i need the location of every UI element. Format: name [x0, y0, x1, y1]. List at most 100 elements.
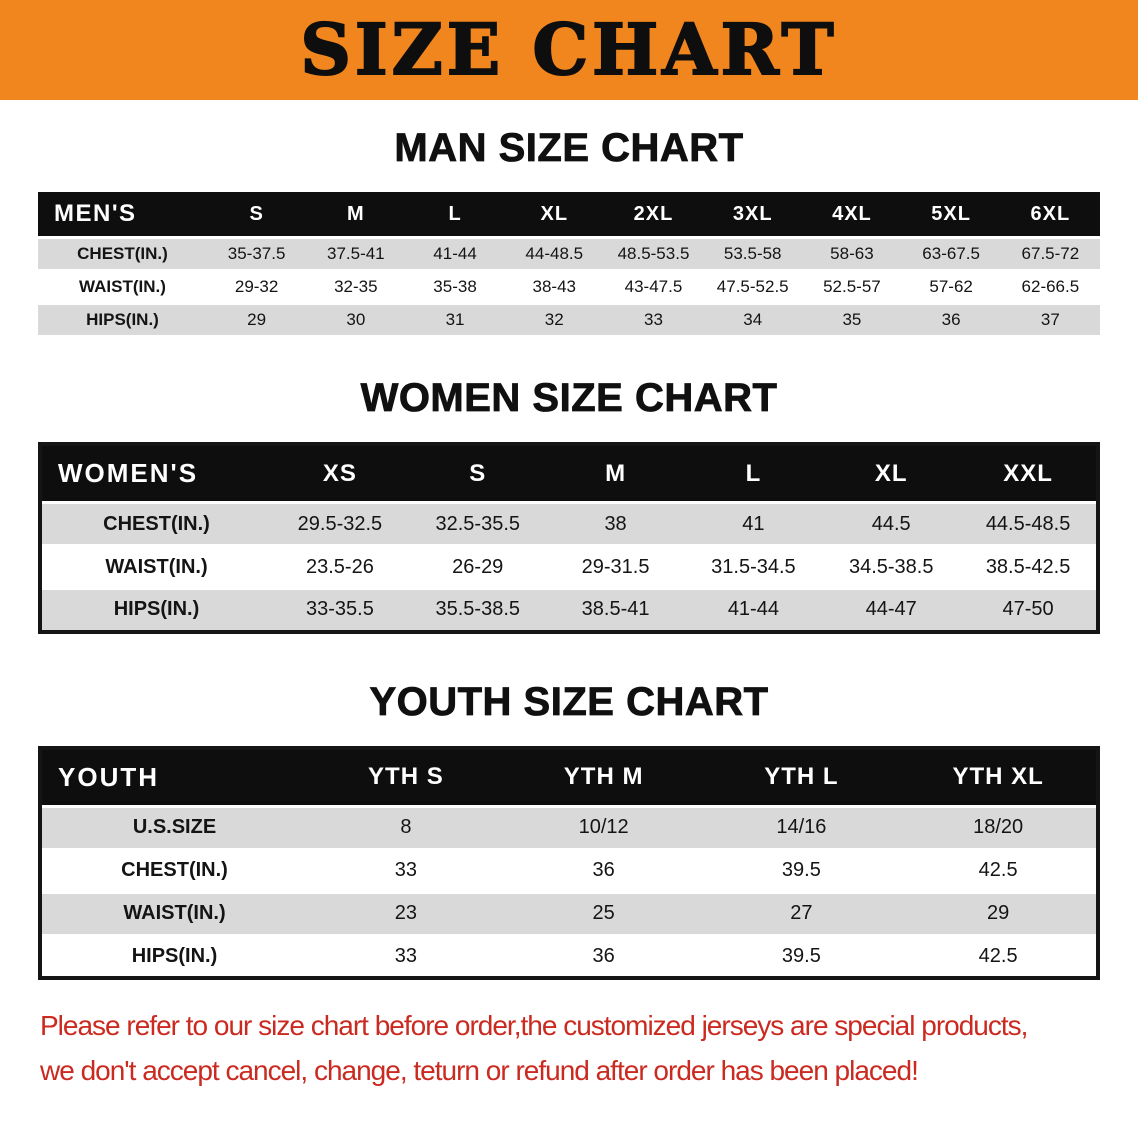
- value-cell: 23.5-26: [305, 555, 374, 578]
- size-header-cell: 3XL: [703, 192, 803, 239]
- women-section-heading: WOMEN SIZE CHART: [360, 376, 778, 421]
- table-header-row: MEN'S S M L XL 2XL 3XL 4XL 5XL 6XL: [38, 192, 1100, 239]
- table-title-cell: WOMEN'S: [40, 444, 271, 504]
- value-cell: 29: [247, 310, 267, 329]
- value-cell: 39.5: [781, 944, 821, 967]
- youth-size-section: YOUTH SIZE CHART YOUTH YTH S YTH M YTH L YTH…: [0, 679, 1138, 980]
- table-header-row: WOMEN'S XS S M L XL XXL: [40, 444, 1098, 504]
- table-title-cell: MEN'S: [38, 192, 207, 239]
- value-cell: 57-62: [929, 277, 973, 296]
- size-header-cell: M: [306, 192, 406, 239]
- size-header-cell: XXL: [960, 444, 1098, 504]
- value-cell: 25: [592, 902, 615, 924]
- value-cell: 38.5-42.5: [985, 555, 1071, 578]
- row-label-cell: HIPS(IN.): [131, 944, 218, 967]
- value-cell: 44.5-48.5: [985, 512, 1071, 535]
- value-cell: 33-35.5: [305, 598, 374, 621]
- value-cell: 41: [742, 512, 765, 535]
- value-cell: 32-35: [334, 277, 378, 296]
- women-size-section: WOMEN SIZE CHART WOMEN'S XS S M L XL XXL CHEST(…: [0, 376, 1138, 634]
- value-cell: 35: [842, 310, 862, 329]
- disclaimer-note: Please refer to our size chart before or…: [40, 1004, 1102, 1094]
- size-header-cell: YTH M: [504, 747, 703, 808]
- value-cell: 8: [400, 816, 412, 838]
- size-header-cell: L: [405, 192, 505, 239]
- value-cell: 29.5-32.5: [297, 512, 383, 535]
- women-size-table: WOMEN'S XS S M L XL XXL CHEST(IN.) 29.5-32.5 32.5…: [38, 442, 1100, 634]
- value-cell: 33: [644, 310, 663, 329]
- value-cell: 47.5-52.5: [716, 277, 789, 296]
- size-header-cell: YTH L: [702, 747, 901, 808]
- value-cell: 58-63: [830, 244, 874, 263]
- value-cell: 26-29: [452, 555, 504, 578]
- value-cell: 42.5: [978, 944, 1018, 967]
- size-header-cell: 6XL: [1000, 192, 1100, 239]
- value-cell: 48.5-53.5: [617, 244, 690, 263]
- value-cell: 44.5: [871, 512, 911, 535]
- table-row: WAIST(IN.) 23.5-26 26-29 29-31.5 31.5-34.5 34…: [40, 545, 1098, 589]
- value-cell: 34: [743, 310, 763, 329]
- value-cell: 67.5-72: [1021, 244, 1080, 263]
- value-cell: 37: [1040, 310, 1060, 329]
- table-row: HIPS(IN.) 33-35.5 35.5-38.5 38.5-41 41-44 44-…: [40, 588, 1098, 632]
- value-cell: 36: [941, 310, 961, 329]
- value-cell: 29: [987, 902, 1010, 924]
- disclaimer-line2: we don't accept cancel, change, teturn o…: [40, 1054, 919, 1086]
- table-row: WAIST(IN.) 23 25 27 29: [40, 892, 1098, 935]
- table-row: HIPS(IN.) 29 30 31 32 33 34 35 36 37: [38, 303, 1100, 337]
- row-label-cell: HIPS(IN.): [86, 310, 159, 329]
- value-cell: 30: [346, 310, 366, 329]
- value-cell: 33: [394, 859, 417, 881]
- value-cell: 53.5-58: [723, 244, 782, 263]
- value-cell: 47-50: [1002, 598, 1054, 621]
- man-section-heading: MAN SIZE CHART: [394, 126, 744, 171]
- table-row: CHEST(IN.) 35-37.5 37.5-41 41-44 44-48.5 48.5…: [38, 237, 1100, 271]
- disclaimer-line1: Please refer to our size chart before or…: [40, 1010, 1028, 1041]
- men-size-table: MEN'S S M L XL 2XL 3XL 4XL 5XL 6XL CHEST(IN.) 35-37…: [38, 192, 1100, 338]
- size-header-cell: YTH XL: [900, 747, 1098, 808]
- row-label-cell: WAIST(IN.): [123, 902, 226, 924]
- value-cell: 32: [544, 310, 564, 329]
- value-cell: 37.5-41: [326, 244, 385, 263]
- value-cell: 36: [592, 944, 615, 967]
- value-cell: 38-43: [532, 277, 576, 296]
- value-cell: 41-44: [727, 598, 779, 621]
- row-label-cell: WAIST(IN.): [79, 277, 166, 296]
- value-cell: 52.5-57: [823, 277, 881, 296]
- man-size-section: MAN SIZE CHART MEN'S S M L XL 2XL 3XL 4XL 5XL 6XL…: [0, 126, 1138, 338]
- value-cell: 35-37.5: [227, 244, 286, 263]
- value-cell: 44-48.5: [525, 244, 584, 263]
- size-header-cell: XS: [271, 444, 409, 504]
- value-cell: 29-31.5: [581, 555, 650, 578]
- size-header-cell: XL: [504, 192, 604, 239]
- value-cell: 62-66.5: [1021, 277, 1080, 296]
- size-header-cell: S: [408, 444, 547, 504]
- value-cell: 38.5-41: [581, 598, 650, 621]
- row-label-cell: CHEST(IN.): [121, 859, 228, 881]
- size-header-cell: 4XL: [802, 192, 902, 239]
- size-header-cell: L: [684, 444, 823, 504]
- size-header-cell: XL: [822, 444, 961, 504]
- value-cell: 43-47.5: [624, 277, 683, 296]
- value-cell: 18/20: [973, 816, 1024, 838]
- value-cell: 63-67.5: [922, 244, 980, 263]
- size-chart-banner: SIZE CHART: [0, 0, 1138, 100]
- value-cell: 41-44: [433, 244, 477, 263]
- value-cell: 39.5: [781, 859, 821, 881]
- row-label-cell: CHEST(IN.): [103, 512, 210, 535]
- value-cell: 32.5-35.5: [435, 512, 520, 535]
- row-label-cell: CHEST(IN.): [77, 244, 168, 263]
- value-cell: 14/16: [776, 816, 827, 838]
- size-header-cell: 2XL: [603, 192, 704, 239]
- table-row: CHEST(IN.) 29.5-32.5 32.5-35.5 38 41 44.5 44.5…: [40, 502, 1098, 546]
- size-header-cell: 5XL: [901, 192, 1001, 239]
- value-cell: 27: [790, 902, 813, 924]
- row-label-cell: HIPS(IN.): [113, 598, 200, 621]
- value-cell: 31: [445, 310, 465, 329]
- size-header-cell: YTH S: [307, 747, 505, 808]
- youth-section-heading: YOUTH SIZE CHART: [369, 679, 769, 724]
- value-cell: 23: [394, 902, 417, 924]
- value-cell: 29-32: [234, 277, 279, 296]
- table-row: HIPS(IN.) 33 36 39.5 42.5: [40, 935, 1098, 978]
